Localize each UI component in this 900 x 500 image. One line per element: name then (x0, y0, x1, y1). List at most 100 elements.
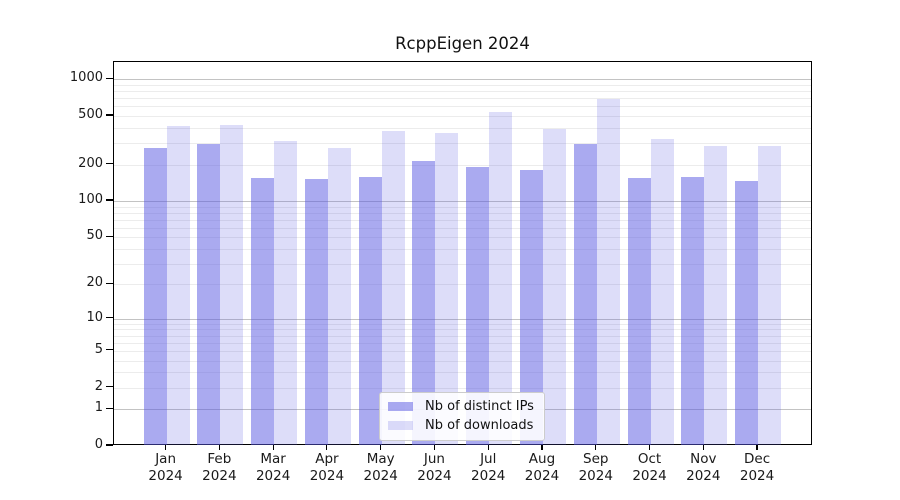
bar-downloads-mar (274, 141, 298, 445)
grid-line-minor (114, 342, 811, 344)
bar-distinct-ips-jun (412, 160, 436, 445)
bar-downloads-dec (758, 145, 782, 445)
x-axis-tick (433, 445, 436, 450)
grid-line-minor (114, 143, 811, 145)
legend-item-downloads: Nb of downloads (388, 418, 534, 433)
grid-line-minor (114, 323, 811, 325)
x-axis-label-dec: Dec 2024 (739, 451, 775, 484)
bar-distinct-ips-aug (519, 170, 543, 445)
legend-label-downloads: Nb of downloads (425, 418, 534, 433)
legend-label-distinct-ips: Nb of distinct IPs (425, 399, 534, 414)
x-axis-tick (380, 445, 382, 450)
plot-area: Nb of distinct IPs Nb of downloads (113, 61, 812, 445)
grid-line-minor (114, 329, 811, 331)
grid-line-minor (114, 227, 811, 229)
grid-line-minor (114, 387, 811, 389)
y-axis-tick-label: 20 (86, 275, 103, 291)
y-axis-tick-label: 1000 (69, 70, 103, 86)
y-axis-tick-label: 500 (78, 107, 103, 123)
x-axis-tick (272, 445, 274, 450)
x-axis-tick (487, 445, 489, 450)
grid-line-minor (114, 284, 811, 286)
legend-item-distinct-ips: Nb of distinct IPs (388, 399, 534, 414)
grid-line-minor (114, 127, 811, 129)
x-axis-label-may: May 2024 (363, 451, 398, 484)
bar-downloads-feb (220, 125, 244, 445)
y-axis-tick-label: 0 (94, 437, 103, 452)
y-axis-tick-label: 50 (86, 228, 103, 244)
y-axis-tick-label: 1 (94, 400, 103, 416)
y-axis-tick (106, 114, 113, 116)
bar-downloads-sep (596, 99, 620, 445)
bar-downloads-jan (166, 125, 190, 445)
bar-downloads-jun (435, 133, 459, 445)
grid-line-major (114, 79, 811, 81)
bar-downloads-may (381, 131, 405, 445)
grid-line-minor (114, 116, 811, 118)
x-axis-label-jul: Jul 2024 (471, 451, 506, 484)
legend: Nb of distinct IPs Nb of downloads (379, 392, 545, 441)
x-axis-tick (595, 445, 597, 450)
grid-line-minor (114, 98, 811, 100)
grid-line-minor (114, 372, 811, 374)
grid-line-minor (114, 164, 811, 166)
x-axis-tick (326, 445, 328, 450)
grid-line-minor (114, 360, 811, 362)
bar-distinct-ips-dec (735, 181, 759, 445)
x-axis-label-jun: Jun 2024 (417, 451, 452, 484)
bar-distinct-ips-feb (197, 143, 221, 445)
bar-downloads-aug (542, 129, 566, 445)
bar-distinct-ips-nov (681, 176, 705, 445)
x-axis-label-aug: Aug 2024 (524, 451, 560, 484)
grid-line-minor (114, 237, 811, 239)
y-axis-tick (106, 386, 113, 388)
y-axis-tick (106, 444, 113, 446)
grid-line-minor (114, 106, 811, 108)
x-axis-label-apr: Apr 2024 (309, 451, 345, 484)
x-axis-label-feb: Feb 2024 (202, 451, 237, 484)
legend-swatch-distinct-ips-icon (388, 402, 413, 411)
x-axis-tick (648, 445, 651, 450)
bar-distinct-ips-may (358, 177, 382, 445)
x-axis-tick (165, 445, 167, 450)
x-axis-label-nov: Nov 2024 (686, 451, 721, 484)
grid-line-minor (114, 219, 811, 221)
bar-distinct-ips-oct (627, 177, 651, 445)
grid-line-minor (114, 91, 811, 93)
x-axis-label-mar: Mar 2024 (255, 451, 291, 484)
x-axis-tick (702, 445, 704, 450)
bar-downloads-apr (327, 148, 351, 445)
y-axis-tick (106, 349, 113, 351)
y-axis-tick-label: 100 (78, 192, 103, 208)
grid-line-minor (114, 206, 811, 208)
x-axis-label-jan: Jan 2024 (148, 451, 183, 484)
grid-line-minor (114, 263, 811, 265)
grid-line-minor (114, 248, 811, 250)
y-axis-tick (106, 235, 113, 237)
bar-downloads-oct (650, 138, 674, 445)
bar-downloads-jul (489, 111, 513, 445)
x-axis-label-sep: Sep 2024 (578, 451, 613, 484)
legend-swatch-downloads-icon (388, 421, 413, 430)
y-axis-tick-label: 5 (94, 341, 103, 357)
grid-line-major (114, 201, 811, 203)
grid-line-minor (114, 335, 811, 337)
y-axis-tick (106, 282, 113, 284)
bar-downloads-nov (704, 145, 728, 445)
y-axis-tick (106, 407, 113, 409)
bar-distinct-ips-apr (304, 178, 328, 445)
grid-line-minor (114, 212, 811, 214)
y-axis-tick (106, 317, 113, 319)
bar-distinct-ips-mar (251, 177, 275, 445)
x-axis-tick (218, 445, 220, 450)
y-axis-tick (106, 162, 113, 165)
bar-distinct-ips-jan (143, 147, 167, 445)
grid-line-minor (114, 84, 811, 86)
grid-line-minor (114, 350, 811, 352)
y-axis-tick-label: 200 (78, 155, 103, 171)
bar-distinct-ips-sep (573, 143, 597, 445)
x-axis-tick (541, 445, 543, 450)
x-axis-label-oct: Oct 2024 (632, 451, 667, 484)
y-axis-tick-label: 2 (94, 378, 103, 394)
